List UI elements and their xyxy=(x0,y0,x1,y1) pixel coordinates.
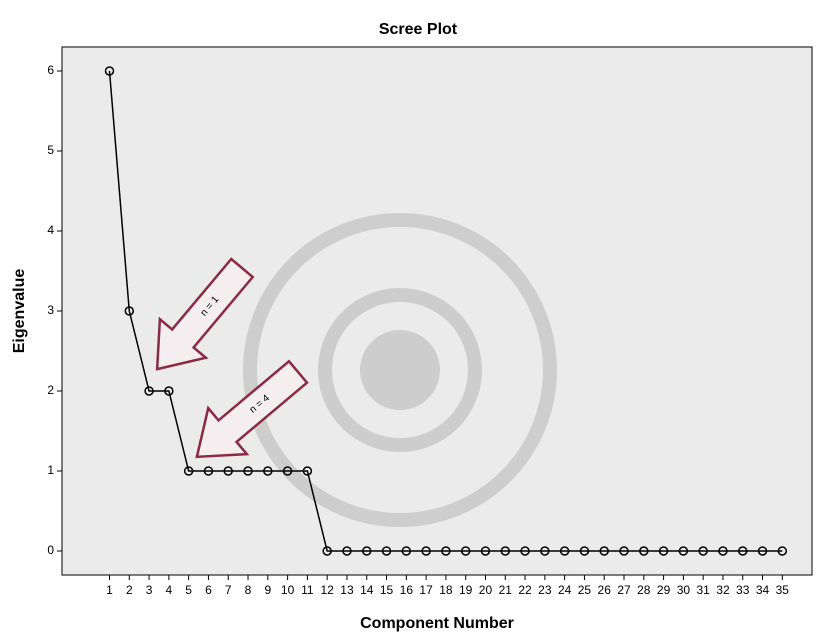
data-point xyxy=(322,546,332,556)
data-point xyxy=(480,546,491,556)
data-point xyxy=(361,546,372,556)
data-point xyxy=(203,466,214,476)
watermark xyxy=(243,213,557,527)
annotation-arrow: n = 4 xyxy=(195,359,309,459)
x-tick-label: 26 xyxy=(598,583,612,597)
x-tick-label: 6 xyxy=(205,583,212,597)
x-tick-label: 10 xyxy=(281,583,295,597)
y-tick-label: 0 xyxy=(47,543,54,557)
x-tick-label: 16 xyxy=(400,583,414,597)
x-tick-label: 31 xyxy=(696,583,710,597)
data-point xyxy=(124,306,135,316)
x-tick-label: 27 xyxy=(617,583,631,597)
data-point xyxy=(559,546,570,556)
x-tick-label: 19 xyxy=(459,583,473,597)
x-tick-label: 4 xyxy=(166,583,173,597)
data-point xyxy=(401,546,412,556)
x-tick-label: 17 xyxy=(419,583,433,597)
y-tick-label: 3 xyxy=(47,303,54,317)
x-tick-label: 35 xyxy=(776,583,790,597)
series-line xyxy=(108,70,783,552)
x-tick-label: 12 xyxy=(320,583,334,597)
data-point xyxy=(302,466,313,476)
data-point xyxy=(619,546,629,556)
data-point xyxy=(540,546,550,556)
data-point xyxy=(441,546,451,556)
x-tick-label: 11 xyxy=(301,583,314,597)
data-point xyxy=(777,546,788,556)
x-tick-label: 7 xyxy=(225,583,232,597)
arrow-shape xyxy=(195,359,309,459)
x-tick-label: 23 xyxy=(538,583,552,597)
x-tick-label: 2 xyxy=(126,583,133,597)
data-point xyxy=(520,546,530,556)
x-tick-label: 28 xyxy=(637,583,651,597)
x-tick-label: 24 xyxy=(558,583,572,597)
y-tick-label: 6 xyxy=(47,63,54,77)
x-tick-label: 5 xyxy=(185,583,192,597)
data-point xyxy=(342,546,352,556)
x-tick-label: 30 xyxy=(677,583,691,597)
x-axis-label: Component Number xyxy=(360,615,514,632)
data-point xyxy=(737,546,748,556)
x-tick-label: 15 xyxy=(380,583,394,597)
x-tick-label: 25 xyxy=(578,583,592,597)
data-point xyxy=(718,546,728,556)
data-point xyxy=(698,546,708,556)
x-tick-label: 13 xyxy=(340,583,354,597)
data-point xyxy=(757,546,768,556)
x-tick-label: 33 xyxy=(736,583,750,597)
x-tick-label: 29 xyxy=(657,583,671,597)
data-point xyxy=(223,466,233,476)
x-tick-label: 22 xyxy=(518,583,532,597)
data-point xyxy=(421,546,431,556)
x-tick-label: 32 xyxy=(716,583,730,597)
y-tick-label: 2 xyxy=(47,383,54,397)
data-point xyxy=(183,466,194,476)
y-tick-label: 1 xyxy=(47,463,54,477)
data-point xyxy=(639,546,649,556)
x-tick-label: 8 xyxy=(245,583,252,597)
x-tick-label: 9 xyxy=(264,583,271,597)
data-point xyxy=(460,546,471,556)
x-tick-label: 18 xyxy=(439,583,453,597)
x-tick-label: 34 xyxy=(756,583,770,597)
data-point xyxy=(282,466,293,476)
data-point xyxy=(658,546,669,556)
arrow-shape xyxy=(155,257,255,371)
data-point xyxy=(263,466,273,476)
data-point xyxy=(678,546,689,556)
chart-title: Scree Plot xyxy=(379,21,458,38)
data-point xyxy=(381,546,392,556)
y-axis-label: Eigenvalue xyxy=(11,269,28,354)
data-point xyxy=(500,546,511,556)
x-tick-label: 20 xyxy=(479,583,493,597)
data-point xyxy=(144,386,154,396)
data-point xyxy=(599,546,609,556)
y-tick-label: 4 xyxy=(47,223,54,237)
x-tick-label: 3 xyxy=(146,583,153,597)
y-tick-label: 5 xyxy=(47,143,54,157)
data-point xyxy=(579,546,590,556)
annotation-arrow: n = 1 xyxy=(155,257,255,371)
x-tick-label: 1 xyxy=(106,583,113,597)
data-point xyxy=(164,386,174,396)
x-tick-label: 14 xyxy=(360,583,374,597)
x-tick-label: 21 xyxy=(499,583,513,597)
data-point xyxy=(104,66,115,76)
data-point xyxy=(243,466,253,476)
